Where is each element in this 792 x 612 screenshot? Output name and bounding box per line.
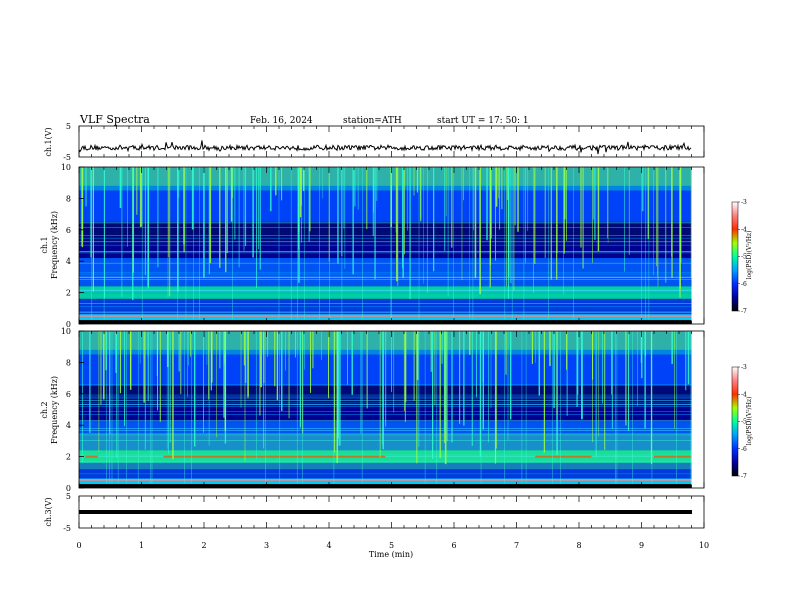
ch2-ylabel-channel: ch.2 (40, 401, 49, 418)
x-tick-label: 4 (326, 541, 331, 550)
colorbar-tick-label: -7 (741, 473, 747, 480)
x-tick-label: 6 (451, 541, 456, 550)
x-tick-label: 9 (639, 541, 644, 550)
colorbar-tick-label: -4 (741, 391, 747, 398)
y-tick-label: 4 (66, 257, 71, 266)
enhanced-band (79, 433, 692, 470)
x-tick-label: 5 (389, 541, 394, 550)
frequency-band (79, 221, 692, 243)
ch1-ylabel-frequency: Frequency (kHz) (50, 211, 59, 279)
y-tick-label: 10 (61, 163, 71, 172)
station-label: station=ATH (343, 116, 402, 126)
colorbar-tick-label: -6 (741, 446, 747, 453)
x-tick-label: 1 (139, 541, 144, 550)
y-tick-label: 0 (66, 484, 71, 493)
x-axis-tick-labels: 0 1 2 3 4 5 6 7 8 9 10 (76, 541, 709, 550)
ch1-ytick-bottom: -5 (63, 153, 71, 162)
y-tick-label: 0 (66, 320, 71, 329)
frequency-band (79, 462, 692, 479)
date-label: Feb. 16, 2024 (250, 116, 313, 126)
colorbar-gradient (731, 201, 739, 312)
frequency-band (79, 242, 692, 259)
dc-band (79, 484, 692, 488)
ch3-ytick-bottom: -5 (63, 524, 71, 533)
ch3-ylabel: ch.3(V) (44, 497, 53, 526)
ch1-ylabel: ch.1(V) (44, 127, 53, 156)
y-tick-label: 2 (66, 453, 71, 462)
start-time-label: start UT = 17: 50: 1 (437, 116, 529, 126)
y-tick-label: 6 (66, 390, 71, 399)
ch1-colorbar: -3 -4 -5 -6 -7 (731, 199, 747, 315)
frequency-band (79, 478, 692, 485)
frequency-band (79, 331, 692, 355)
ch1-trace (78, 140, 692, 155)
x-axis-label: Time (min) (369, 550, 413, 559)
time-tick-marks (78, 126, 705, 528)
x-tick-label: 7 (514, 541, 519, 550)
frequency-band (79, 354, 692, 386)
ch2-colorbar-label: log(PSD)(V²/Hz) (746, 397, 753, 446)
colorbar-tick-label: -5 (741, 254, 747, 261)
dc-band (79, 320, 692, 324)
y-tick-label: 10 (61, 327, 71, 336)
ch2-spectrogram-panel: 0 2 4 6 8 10 ch.2 Frequency (kHz) (40, 327, 705, 493)
frequency-band (79, 190, 692, 222)
ch1-waveform-panel: 5 -5 ch.1(V) (44, 122, 705, 162)
figure-title: VLF Spectra (79, 113, 150, 126)
ch1-colorbar-label: log(PSD)(V²/Hz) (746, 231, 753, 280)
frequency-band (79, 258, 692, 287)
frequency-band (79, 314, 692, 321)
high-frequency-band (79, 331, 692, 350)
ch3-waveform-panel: 5 -5 ch.3(V) (44, 492, 705, 533)
ch1-ytick-top: 5 (66, 122, 71, 131)
x-tick-label: 0 (76, 541, 81, 550)
ch2-ylabel-frequency: Frequency (kHz) (50, 376, 59, 444)
ch1-spectrogram-panel: 0 2 4 6 8 10 ch.1 Frequency (kHz) (40, 163, 705, 329)
colorbar-gradient (731, 366, 739, 477)
y-tick-label: 8 (66, 358, 71, 367)
x-tick-label: 10 (699, 541, 709, 550)
frequency-band (79, 286, 692, 299)
colorbar-tick-label: -6 (741, 281, 747, 288)
colorbar-tick-label: -4 (741, 226, 747, 233)
y-tick-label: 2 (66, 289, 71, 298)
x-tick-label: 8 (576, 541, 581, 550)
ch1-ylabel-channel: ch.1 (40, 236, 49, 253)
ch2-colorbar: -3 -4 -5 -6 -7 (731, 364, 747, 480)
ch3-ytick-top: 5 (66, 492, 71, 501)
frequency-band (79, 298, 692, 315)
high-frequency-band (79, 167, 692, 186)
colorbar-tick-label: -3 (741, 364, 747, 371)
colorbar-tick-label: -5 (741, 419, 747, 426)
frequency-band (79, 422, 692, 451)
x-tick-label: 2 (201, 541, 206, 550)
colorbar-tick-label: -7 (741, 308, 747, 315)
y-tick-label: 4 (66, 421, 71, 430)
y-tick-label: 8 (66, 194, 71, 203)
frequency-band (79, 385, 692, 407)
colorbar-tick-label: -3 (741, 199, 747, 206)
x-tick-label: 3 (264, 541, 269, 550)
y-tick-label: 6 (66, 226, 71, 235)
ch2-spectrogram-image (79, 331, 692, 488)
ch1-spectrogram-image (79, 167, 692, 324)
